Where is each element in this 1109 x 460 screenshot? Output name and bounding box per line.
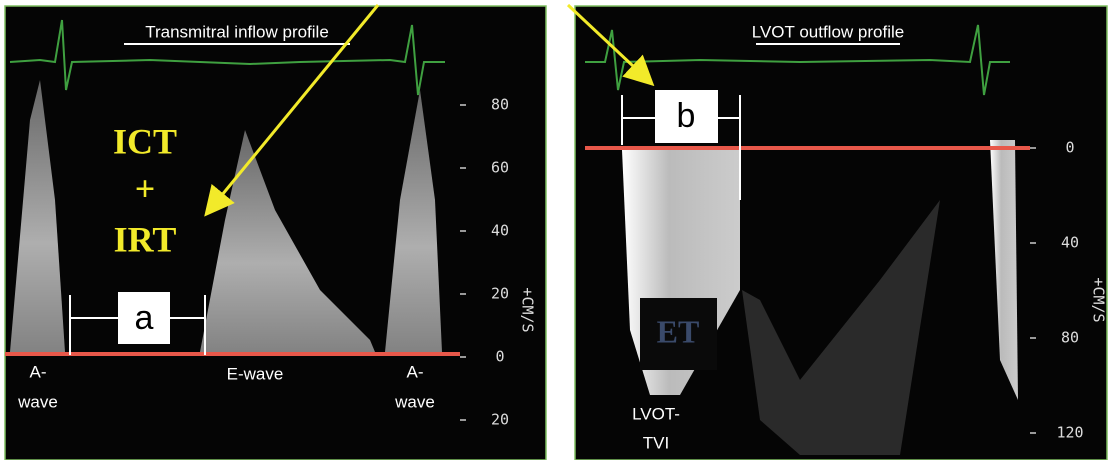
wave-label: E-wave [227, 364, 284, 383]
wave-label: wave [394, 392, 435, 411]
panel-title: Transmitral inflow profile [145, 22, 329, 41]
interval-label: b [677, 97, 696, 135]
tvi-label: LVOT- [632, 404, 680, 423]
scale-label: 0 [1065, 139, 1074, 157]
ict-label: ICT [113, 121, 177, 161]
interval-label: a [135, 299, 154, 337]
wave-label: A- [30, 362, 47, 381]
wave-label: wave [17, 392, 58, 411]
scale-label: 120 [1056, 424, 1083, 442]
tvi-label: TVI [643, 433, 669, 452]
left-panel: Transmitral inflow profile ICT + IRT a A… [5, 6, 546, 460]
plus-label: + [135, 168, 156, 208]
scale-label: 40 [491, 222, 509, 240]
units-label: +CM/S [519, 287, 537, 332]
units-label: +CM/S [1090, 277, 1108, 322]
wave-label: A- [407, 362, 424, 381]
irt-label: IRT [114, 219, 177, 259]
scale-label: 80 [491, 96, 509, 114]
screenshot: Transmitral inflow profile ICT + IRT a A… [0, 0, 1109, 460]
right-panel: LVOT outflow profile b ET LVOT- TVI 0 40 8… [575, 6, 1108, 460]
et-label: ET [657, 313, 700, 349]
panel-title: LVOT outflow profile [752, 22, 904, 41]
scale-label: 0 [495, 348, 504, 366]
scale-label: 20 [491, 285, 509, 303]
scale-label: 80 [1061, 329, 1079, 347]
scale-label: 20 [491, 411, 509, 429]
scale-label: 40 [1061, 234, 1079, 252]
scale-label: 60 [491, 159, 509, 177]
